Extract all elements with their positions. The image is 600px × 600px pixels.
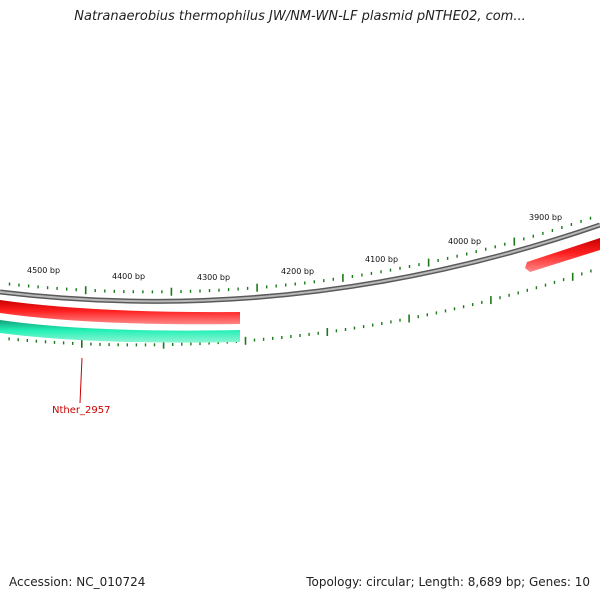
bp-label-4400: 4400 bp	[112, 272, 145, 281]
inner-tick-marks	[8, 269, 592, 349]
outer-tick-marks	[8, 216, 592, 296]
gene-label-connector	[79, 357, 83, 404]
genome-summary-text: Topology: circular; Length: 8,689 bp; Ge…	[306, 575, 590, 589]
bp-label-4200: 4200 bp	[281, 267, 314, 276]
plasmid-backbone-highlight	[0, 224, 600, 303]
bp-label-4500: 4500 bp	[27, 266, 60, 275]
forward-gene-right[interactable]	[525, 238, 600, 272]
page-title: Natranaerobius thermophilus JW/NM-WN-LF …	[74, 9, 526, 24]
bp-label-4300: 4300 bp	[197, 273, 230, 282]
gene-label-nther-2957[interactable]: Nther_2957	[52, 405, 110, 416]
bp-label-4100: 4100 bp	[365, 255, 398, 264]
forward-gene-left[interactable]	[0, 300, 240, 325]
reverse-gene-left[interactable]	[0, 320, 240, 343]
bp-label-4000: 4000 bp	[448, 237, 481, 246]
accession-text: Accession: NC_010724	[9, 575, 146, 589]
bp-label-3900: 3900 bp	[529, 213, 562, 222]
plasmid-backbone	[0, 222, 600, 304]
